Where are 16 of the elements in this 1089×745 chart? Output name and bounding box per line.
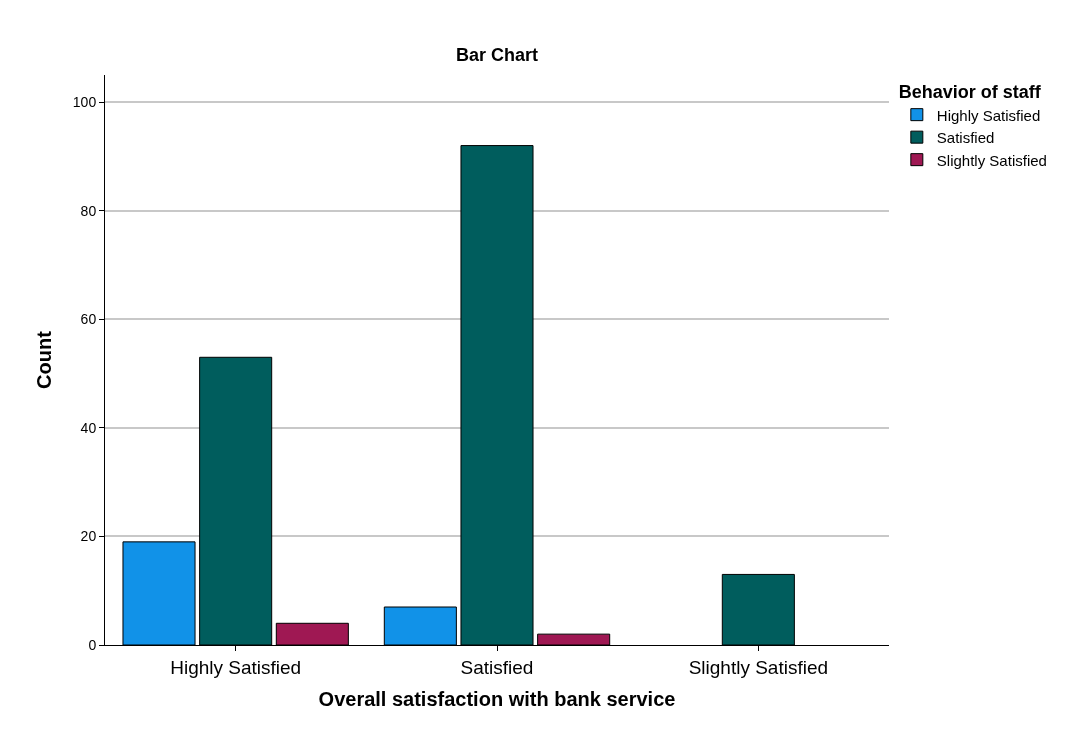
legend-label: Satisfied <box>936 129 995 146</box>
x-tick-label: Highly Satisfied <box>170 656 302 678</box>
legend-label: Slightly Satisfied <box>936 151 1047 169</box>
chart-title: Bar Chart <box>455 45 539 66</box>
legend-label: Highly Satisfied <box>936 106 1041 124</box>
x-axis-title: Overall satisfaction with bank service <box>318 688 676 711</box>
x-tick-label: Slightly Satisfied <box>688 656 829 678</box>
y-axis-title: Count <box>33 330 56 389</box>
y-tick-label: 60 <box>80 311 97 328</box>
y-tick-label: 0 <box>88 636 97 653</box>
y-tick-label: 100 <box>72 94 97 111</box>
legend-title: Behavior of staff <box>898 82 1042 103</box>
y-tick-label: 80 <box>80 202 97 219</box>
y-tick-label: 20 <box>80 528 97 545</box>
x-tick-label: Satisfied <box>460 656 534 678</box>
y-tick-label: 40 <box>80 419 97 436</box>
